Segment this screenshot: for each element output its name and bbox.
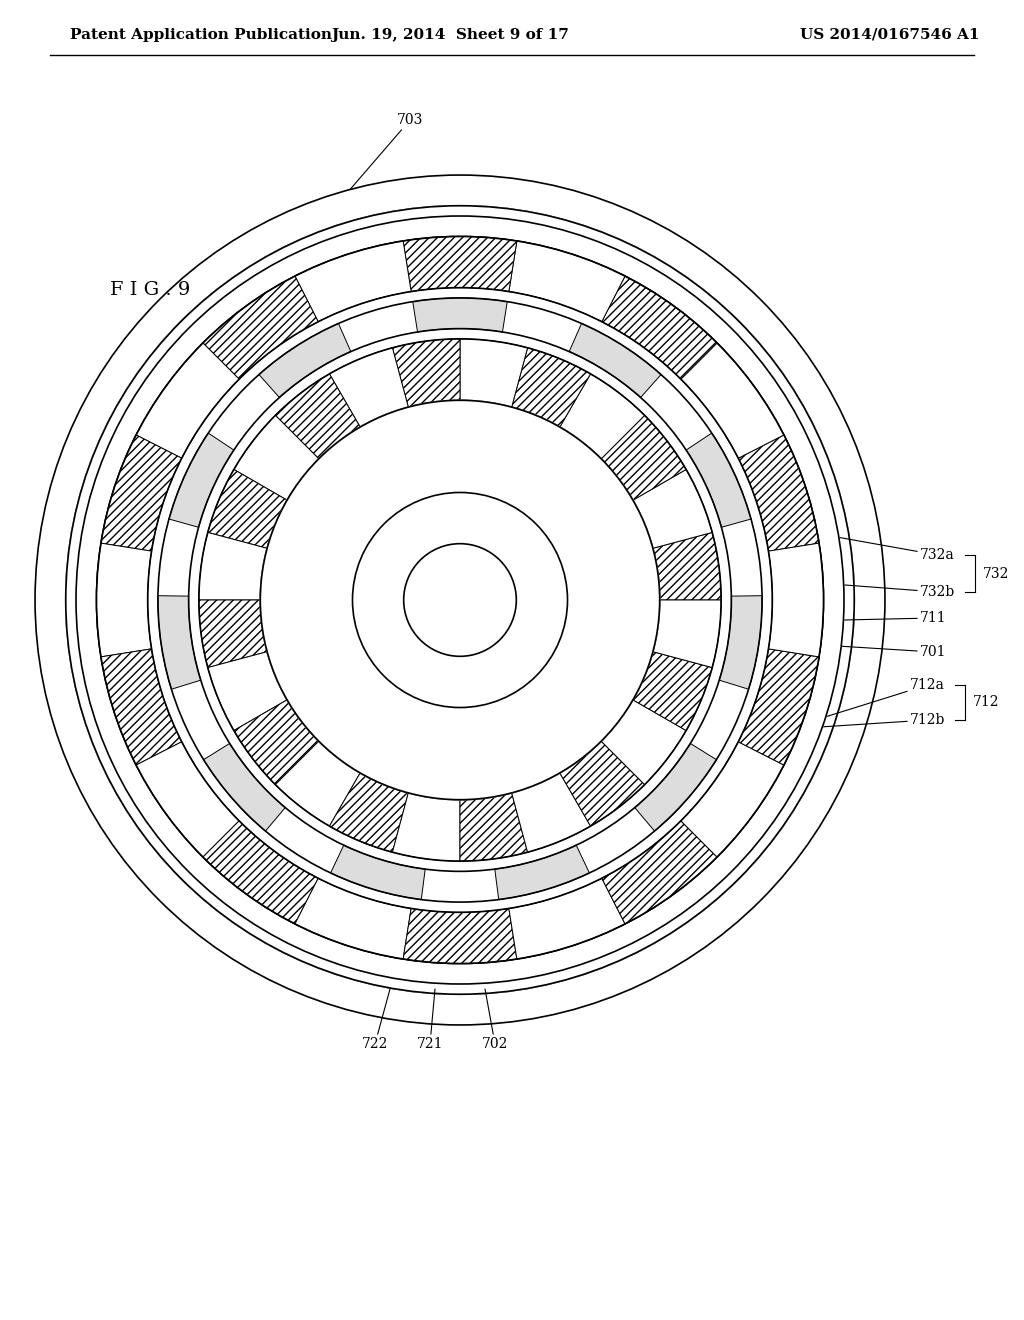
Text: 732b: 732b bbox=[730, 577, 955, 599]
Polygon shape bbox=[233, 416, 318, 500]
Circle shape bbox=[66, 206, 854, 994]
Polygon shape bbox=[101, 436, 181, 552]
Polygon shape bbox=[158, 595, 201, 689]
Polygon shape bbox=[601, 700, 686, 784]
Polygon shape bbox=[635, 743, 717, 832]
Polygon shape bbox=[509, 242, 625, 322]
Polygon shape bbox=[460, 339, 527, 407]
Polygon shape bbox=[686, 433, 751, 527]
Polygon shape bbox=[169, 433, 233, 527]
Polygon shape bbox=[602, 276, 717, 379]
Circle shape bbox=[403, 544, 516, 656]
Circle shape bbox=[96, 236, 823, 964]
Polygon shape bbox=[204, 743, 286, 832]
Circle shape bbox=[260, 400, 659, 800]
Polygon shape bbox=[136, 343, 240, 458]
Polygon shape bbox=[560, 742, 645, 826]
Text: 712: 712 bbox=[973, 696, 999, 709]
Polygon shape bbox=[569, 323, 662, 397]
Text: 721: 721 bbox=[417, 989, 443, 1051]
Polygon shape bbox=[392, 339, 460, 407]
Polygon shape bbox=[96, 543, 152, 657]
Polygon shape bbox=[681, 742, 784, 857]
Text: 732: 732 bbox=[983, 566, 1010, 581]
Polygon shape bbox=[392, 793, 460, 861]
Circle shape bbox=[76, 216, 844, 983]
Polygon shape bbox=[331, 845, 425, 900]
Polygon shape bbox=[633, 652, 713, 730]
Polygon shape bbox=[275, 374, 360, 459]
Polygon shape bbox=[768, 543, 823, 657]
Text: F I G . 9: F I G . 9 bbox=[110, 281, 190, 300]
Text: 712a: 712a bbox=[802, 678, 945, 725]
Text: 701: 701 bbox=[656, 635, 946, 659]
Polygon shape bbox=[199, 601, 267, 668]
Polygon shape bbox=[719, 595, 762, 689]
Polygon shape bbox=[602, 821, 717, 924]
Text: 711: 711 bbox=[720, 611, 946, 624]
Polygon shape bbox=[403, 236, 517, 292]
Polygon shape bbox=[403, 908, 517, 964]
Text: 722: 722 bbox=[361, 989, 390, 1051]
Polygon shape bbox=[330, 347, 409, 428]
Polygon shape bbox=[203, 276, 318, 379]
Text: Jun. 19, 2014  Sheet 9 of 17: Jun. 19, 2014 Sheet 9 of 17 bbox=[331, 28, 569, 42]
Polygon shape bbox=[208, 470, 287, 548]
Polygon shape bbox=[259, 323, 351, 397]
Polygon shape bbox=[495, 845, 590, 900]
Text: 702: 702 bbox=[482, 989, 508, 1051]
Polygon shape bbox=[560, 374, 645, 459]
Text: 732a: 732a bbox=[752, 521, 954, 562]
Polygon shape bbox=[460, 793, 527, 861]
Polygon shape bbox=[633, 470, 713, 548]
Circle shape bbox=[35, 176, 885, 1024]
Polygon shape bbox=[601, 416, 686, 500]
Polygon shape bbox=[208, 652, 287, 730]
Circle shape bbox=[199, 339, 721, 861]
Polygon shape bbox=[653, 532, 721, 601]
Text: Patent Application Publication: Patent Application Publication bbox=[70, 28, 332, 42]
Polygon shape bbox=[233, 700, 318, 784]
Polygon shape bbox=[509, 878, 625, 960]
Polygon shape bbox=[101, 649, 181, 766]
Text: 703: 703 bbox=[350, 114, 423, 190]
Polygon shape bbox=[413, 298, 507, 333]
Text: 712b: 712b bbox=[743, 713, 945, 733]
Polygon shape bbox=[199, 532, 267, 601]
Polygon shape bbox=[738, 436, 819, 552]
Polygon shape bbox=[512, 774, 591, 853]
Text: US 2014/0167546 A1: US 2014/0167546 A1 bbox=[800, 28, 980, 42]
Polygon shape bbox=[330, 774, 409, 853]
Polygon shape bbox=[136, 742, 240, 857]
Polygon shape bbox=[738, 649, 819, 766]
Polygon shape bbox=[295, 242, 412, 322]
Polygon shape bbox=[203, 821, 318, 924]
Polygon shape bbox=[681, 343, 784, 458]
Text: 731: 731 bbox=[497, 226, 523, 302]
Polygon shape bbox=[295, 878, 412, 960]
Polygon shape bbox=[653, 601, 721, 668]
Circle shape bbox=[158, 298, 762, 902]
Polygon shape bbox=[512, 347, 591, 428]
Polygon shape bbox=[275, 742, 360, 826]
